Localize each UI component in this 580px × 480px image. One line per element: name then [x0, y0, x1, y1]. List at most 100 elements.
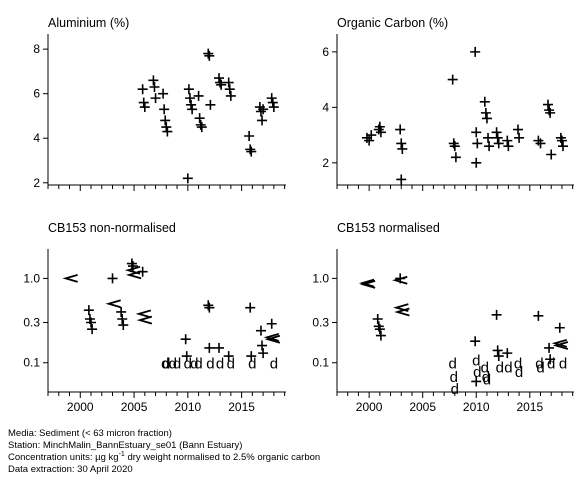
data-point-less-than	[135, 309, 152, 319]
data-point-d: d	[173, 356, 181, 373]
data-point-d: d	[190, 356, 198, 373]
data-point-less-than	[264, 334, 281, 344]
data-point-d: d	[216, 356, 224, 373]
data-point-d: d	[169, 356, 177, 373]
data-point-plus	[193, 90, 204, 101]
data-point-plus	[258, 348, 269, 359]
data-point-plus	[180, 334, 191, 345]
data-point-less-than	[552, 341, 569, 350]
data-point-plus	[187, 104, 198, 115]
data-point-plus	[493, 138, 504, 149]
y-tick-label: 0.1	[23, 356, 40, 370]
data-point-d: d	[184, 356, 192, 373]
y-tick-label: 6	[33, 87, 40, 101]
data-point-plus	[374, 324, 385, 335]
data-point-plus	[258, 104, 269, 115]
data-point-d: d	[449, 356, 457, 373]
data-point-plus	[492, 132, 503, 143]
data-point-plus	[484, 141, 495, 152]
data-point-d: d	[559, 356, 567, 373]
data-point-plus	[196, 122, 207, 133]
panel-title: Organic Carbon (%)	[337, 16, 448, 30]
data-point-d: d	[194, 356, 202, 373]
data-point-d: d	[248, 356, 256, 373]
data-point-plus	[126, 258, 137, 269]
data-point-less-than	[392, 275, 408, 285]
data-point-plus	[397, 143, 408, 154]
figure-footer: Media: Sediment (< 63 micron fraction) S…	[8, 428, 320, 476]
x-tick-label: 2010	[174, 400, 201, 414]
data-point-plus	[479, 96, 490, 107]
data-point-d: d	[514, 356, 522, 373]
data-point-plus	[138, 97, 149, 108]
data-point-less-than	[358, 278, 375, 288]
panel-title: CB153 non-normalised	[48, 221, 176, 235]
data-point-plus	[396, 138, 407, 149]
data-point-plus	[257, 340, 268, 351]
footer-media: Media: Sediment (< 63 micron fraction)	[8, 428, 172, 439]
y-tick-label: 2	[33, 176, 40, 190]
data-point-plus	[181, 351, 192, 362]
data-point-d: d	[206, 356, 214, 373]
data-point-plus	[374, 121, 385, 132]
data-point-plus	[375, 127, 386, 138]
data-point-less-than	[136, 315, 153, 325]
data-point-plus	[472, 138, 483, 149]
data-point-plus	[137, 84, 148, 95]
data-point-plus	[491, 127, 502, 138]
data-point-d: d	[473, 364, 481, 381]
panel-title: Aluminium (%)	[48, 16, 129, 30]
y-tick-label: 0.1	[312, 356, 329, 370]
data-point-d: d	[227, 356, 235, 373]
data-point-less-than	[359, 279, 376, 289]
data-point-plus	[116, 306, 127, 317]
data-point-plus	[558, 141, 569, 152]
data-point-plus	[266, 318, 277, 329]
data-point-d: d	[472, 352, 480, 369]
data-point-plus	[150, 93, 161, 104]
data-point-plus	[447, 74, 458, 85]
x-tick-label: 2005	[409, 400, 436, 414]
footer-extraction: Data extraction: 30 April 2020	[8, 464, 133, 475]
data-point-d: d	[162, 356, 170, 373]
data-point-less-than	[105, 299, 121, 309]
data-point-d: d	[161, 356, 169, 373]
data-point-plus	[203, 300, 214, 311]
data-point-plus	[245, 144, 256, 155]
x-tick-label: 2010	[463, 400, 490, 414]
data-point-plus	[160, 115, 171, 126]
panel-title: CB153 normalised	[337, 221, 440, 235]
x-tick-label: 2000	[356, 400, 383, 414]
data-point-plus	[244, 131, 255, 141]
data-point-plus	[204, 50, 215, 61]
data-point-plus	[471, 157, 482, 168]
data-point-plus	[502, 348, 513, 359]
data-point-plus	[194, 113, 205, 124]
data-point-plus	[481, 113, 492, 124]
data-point-plus	[556, 135, 567, 146]
data-point-plus	[480, 107, 491, 118]
data-point-plus	[216, 79, 227, 90]
data-point-plus	[182, 173, 193, 184]
data-point-plus	[267, 97, 278, 108]
y-tick-label: 0.3	[312, 316, 329, 330]
y-tick-label: 6	[322, 45, 329, 59]
data-point-plus	[535, 138, 546, 149]
data-point-plus	[159, 104, 170, 115]
data-point-plus	[107, 273, 118, 284]
x-tick-label: 2015	[516, 400, 543, 414]
data-point-less-than	[551, 338, 568, 348]
data-point-plus	[214, 73, 225, 84]
data-point-d: d	[481, 360, 489, 377]
panel-1: Aluminium (%) 2 4 6 8	[33, 16, 286, 191]
data-point-plus	[471, 127, 482, 138]
data-point-plus	[203, 48, 214, 59]
data-point-plus	[205, 99, 216, 110]
panel-2: Organic Carbon (%) 2 4 6	[322, 16, 574, 191]
data-point-plus	[545, 107, 556, 118]
data-point-plus	[533, 310, 544, 321]
data-point-plus	[372, 314, 383, 325]
data-point-plus	[83, 305, 94, 316]
y-tick-label: 4	[322, 100, 329, 114]
